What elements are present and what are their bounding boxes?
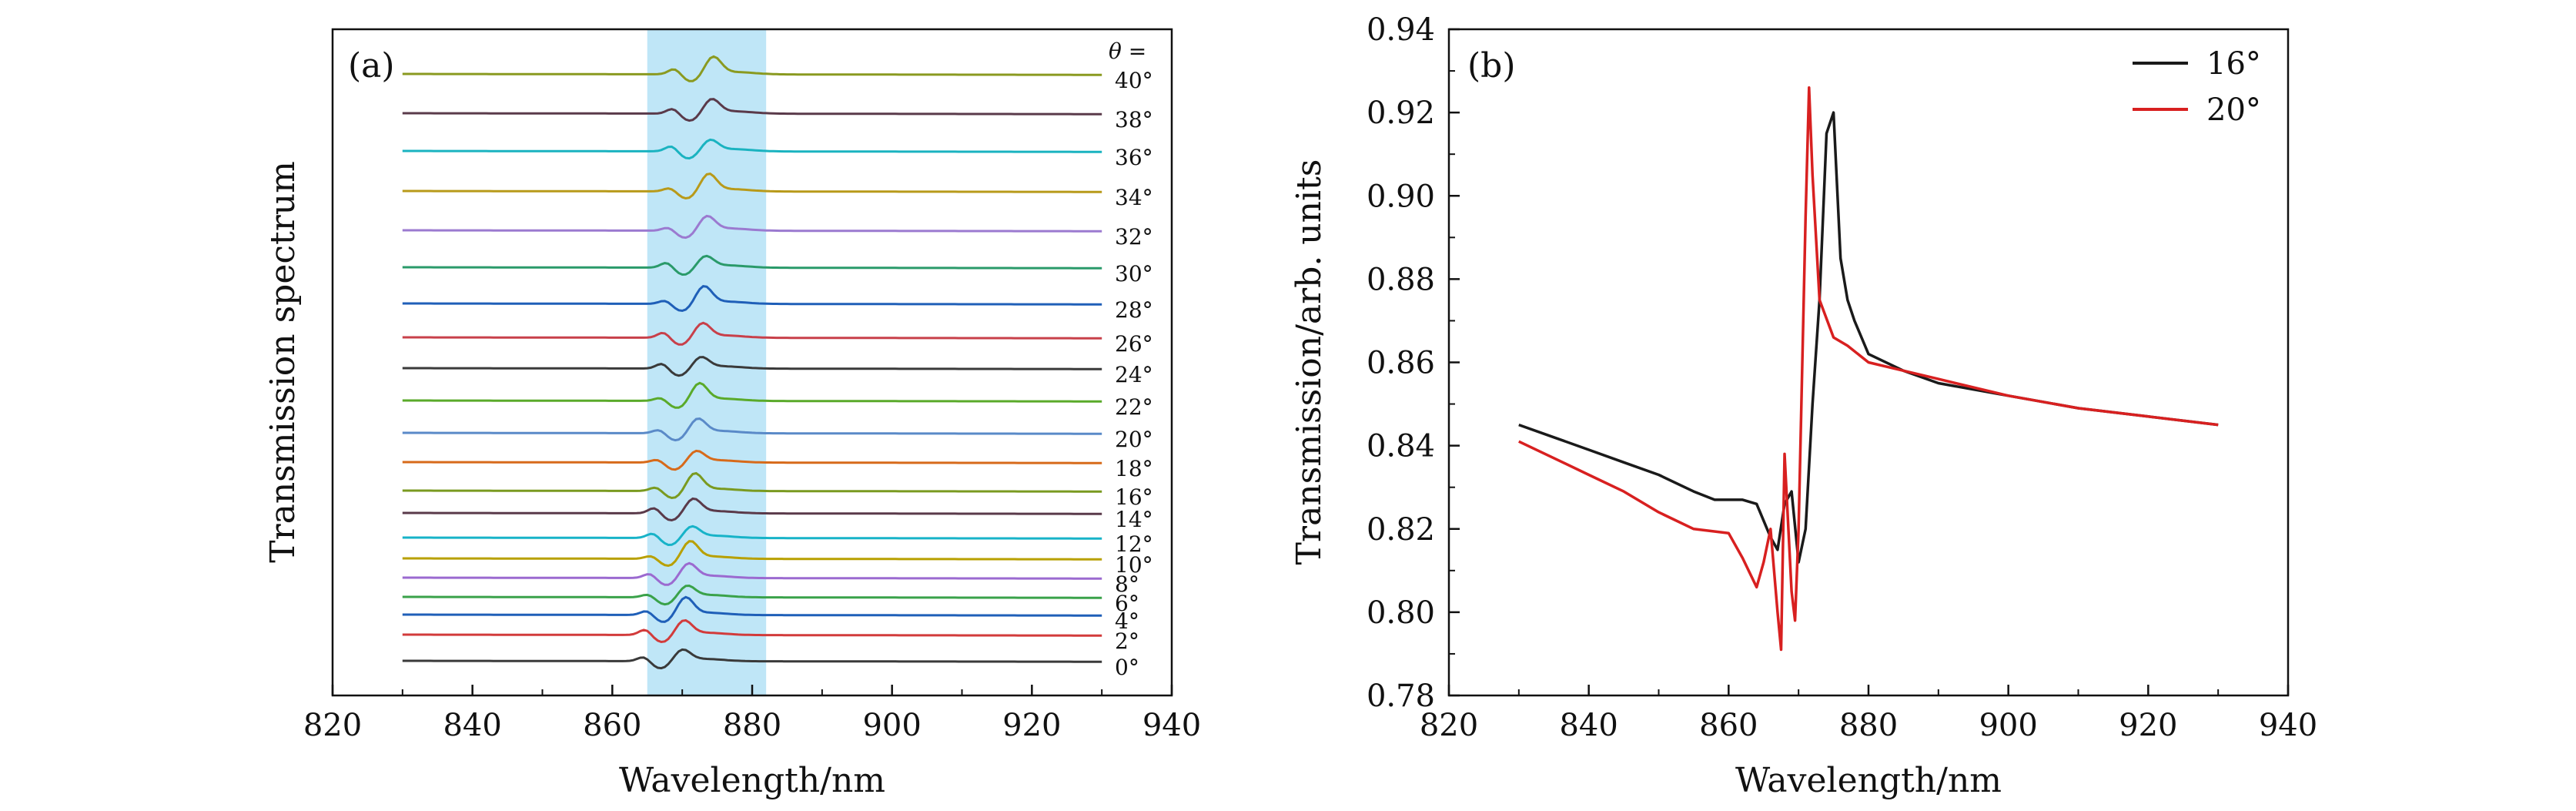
theta-label-30: 30° <box>1115 261 1153 287</box>
panel-b-y-tick-label: 0.88 <box>1367 262 1435 297</box>
panel-a: θ = 0°2°4°6°8°10°12°14°16° 18° 20° 22° 24° 26… <box>263 28 1201 800</box>
theta-label-6: 6° <box>1115 591 1139 616</box>
panel-a-x-tick-label: 820 <box>303 708 362 743</box>
theta-label-12: 12° <box>1115 531 1153 557</box>
panel-b-y-tick-label: 0.82 <box>1367 512 1435 548</box>
series-line-theta-6 <box>402 584 1102 606</box>
panel-b-y-tick-label: 0.90 <box>1367 179 1435 214</box>
series-line-theta-4 <box>402 595 1102 623</box>
theta-label-10: 10° <box>1115 552 1153 578</box>
series-line-theta-32 <box>402 214 1102 240</box>
panel-b-x-tick-label: 940 <box>2259 708 2317 743</box>
series-line-theta-40 <box>402 55 1102 82</box>
series-line-theta-30 <box>402 254 1102 276</box>
panel-b-y-tick-label: 0.94 <box>1367 12 1435 48</box>
series-line-theta-18 <box>402 449 1102 471</box>
panel-b-series-group <box>1518 85 2219 652</box>
theta-header: θ = <box>1109 39 1146 64</box>
panel-a-theta-labels: θ = 0°2°4°6°8°10°12°14°16° 18° 20° 22° 24° 26… <box>1109 39 1153 680</box>
panel-a-x-tick-label: 840 <box>443 708 501 743</box>
panel-b-x-tick-label: 840 <box>1559 708 1618 743</box>
panel-b-y-tick-label: 0.80 <box>1367 595 1435 631</box>
theta-label-24: 24° <box>1115 362 1153 387</box>
theta-label-28: 28° <box>1115 297 1153 323</box>
theta-label-0: 0° <box>1115 655 1139 680</box>
panel-b-x-tick-label: 820 <box>1420 708 1478 743</box>
theta-label-2: 2° <box>1115 628 1139 654</box>
panel-a-series-group <box>402 55 1102 670</box>
theta-label-8: 8° <box>1115 571 1139 597</box>
theta-label-14: 14° <box>1115 507 1153 532</box>
panel-b-y-tick-label: 0.84 <box>1367 429 1435 464</box>
series-line-theta-2 <box>402 618 1102 644</box>
series-line-theta-8 <box>402 561 1102 586</box>
theta-label-36: 36° <box>1115 145 1153 170</box>
panel-b-tag: (b) <box>1467 46 1516 85</box>
panel-b-y-tick-label: 0.92 <box>1367 96 1435 131</box>
panel-b-legend: 16° 20° <box>2133 46 2261 128</box>
theta-label-34: 34° <box>1115 185 1153 210</box>
panel-b-x-tick-label: 880 <box>1839 708 1898 743</box>
panel-b-x-ticks: 820 840 860 880 900 920 940 <box>1420 685 2317 743</box>
panel-a-x-tick-label: 860 <box>583 708 641 743</box>
series-line-16deg <box>1518 111 2219 564</box>
series-line-theta-14 <box>402 497 1102 522</box>
series-line-theta-26 <box>402 321 1102 346</box>
panel-a-x-tick-label: 920 <box>1002 708 1061 743</box>
panel-b-x-tick-label: 920 <box>2119 708 2177 743</box>
panel-b-x-tick-label: 860 <box>1699 708 1758 743</box>
panel-a-x-axis-title: Wavelength/nm <box>619 761 885 800</box>
theta-label-20: 20° <box>1115 427 1153 452</box>
theta-label-26: 26° <box>1115 331 1153 357</box>
panel-a-x-tick-label: 900 <box>862 708 921 743</box>
legend-label-20: 20° <box>2206 92 2261 128</box>
series-line-theta-28 <box>402 285 1102 313</box>
series-line-theta-22 <box>402 381 1102 409</box>
panel-a-tag: (a) <box>348 46 395 85</box>
panel-b-y-axis-title: Transmission/arb. units <box>1290 159 1329 565</box>
panel-a-y-axis-title: Transmission spectrum <box>263 161 303 563</box>
theta-label-22: 22° <box>1115 394 1153 420</box>
panel-a-x-ticks: 820 840 860 880 900 920 940 <box>303 685 1201 743</box>
legend-label-16: 16° <box>2206 46 2261 82</box>
series-line-theta-34 <box>402 173 1102 200</box>
series-line-theta-36 <box>402 138 1102 160</box>
theta-label-38: 38° <box>1115 107 1153 132</box>
series-line-theta-20 <box>402 417 1102 442</box>
series-line-theta-16 <box>402 471 1102 500</box>
panel-b-x-tick-label: 900 <box>1979 708 2037 743</box>
theta-label-16: 16° <box>1115 484 1153 510</box>
panel-b-y-tick-label: 0.78 <box>1367 679 1435 714</box>
theta-label-4: 4° <box>1115 608 1139 634</box>
theta-label-40: 40° <box>1115 68 1153 93</box>
series-line-theta-10 <box>402 540 1102 568</box>
series-line-20deg <box>1518 85 2219 652</box>
panel-b-y-ticks: 0.78 0.80 0.82 0.84 0.86 0.88 0.90 0.92 0.94 <box>1367 12 1460 714</box>
panel-b: 820 840 860 880 900 920 940 0.780.800.820.840.… <box>1290 12 2317 800</box>
panel-b-y-tick-label: 0.86 <box>1367 346 1435 381</box>
panel-a-x-tick-label: 940 <box>1142 708 1201 743</box>
theta-label-32: 32° <box>1115 224 1153 250</box>
series-line-theta-24 <box>402 356 1102 377</box>
series-line-theta-12 <box>402 524 1102 547</box>
theta-label-18: 18° <box>1115 456 1153 481</box>
series-line-theta-38 <box>402 98 1102 122</box>
panel-a-x-tick-label: 880 <box>723 708 781 743</box>
panel-b-x-axis-title: Wavelength/nm <box>1735 761 2002 800</box>
series-line-theta-0 <box>402 648 1102 670</box>
